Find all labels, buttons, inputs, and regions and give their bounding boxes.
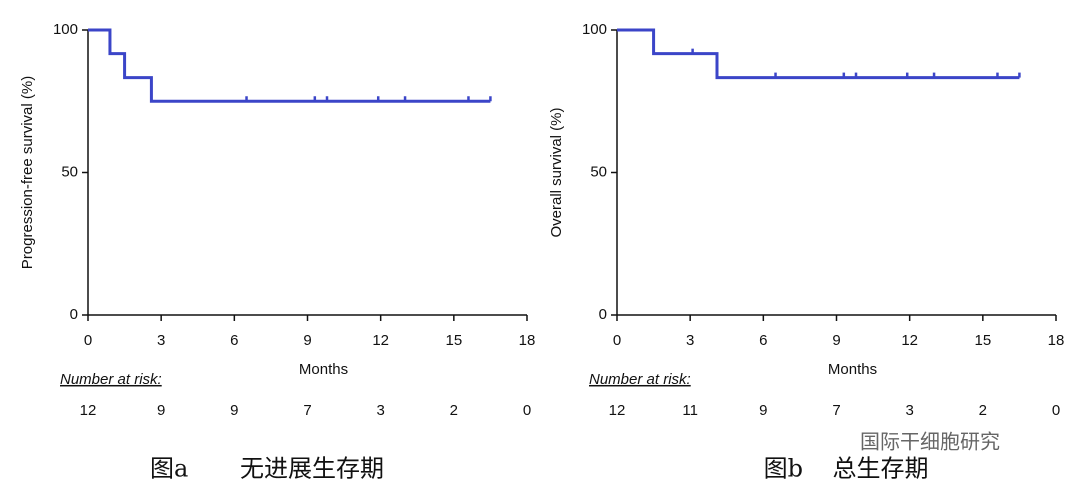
y-tick-label: 100 bbox=[53, 21, 78, 38]
chart: 0 50 100 0 3 6 9 12 15 18 Months Progression-free s… bbox=[19, 21, 535, 483]
risk-label: Number at risk: bbox=[589, 371, 691, 388]
survival-curve bbox=[88, 28, 491, 103]
risk-count: 2 bbox=[979, 402, 987, 419]
caption-title: 总生存期 bbox=[832, 455, 928, 483]
x-tick-label: 6 bbox=[759, 332, 767, 349]
x-tick-label: 9 bbox=[832, 332, 840, 349]
y-tick-label: 0 bbox=[70, 306, 78, 323]
caption: 图b bbox=[764, 455, 803, 483]
x-tick-label: 15 bbox=[445, 332, 462, 349]
x-tick-label: 9 bbox=[303, 332, 311, 349]
x-axis-label: Months bbox=[299, 361, 348, 378]
y-tick-label: 0 bbox=[599, 306, 607, 323]
chart: 0 50 100 0 3 6 9 12 15 18 Months Overall survival (… bbox=[548, 21, 1064, 483]
risk-count: 7 bbox=[303, 402, 311, 419]
risk-count: 12 bbox=[80, 402, 97, 419]
risk-count: 12 bbox=[609, 402, 626, 419]
x-tick-label: 12 bbox=[372, 332, 389, 349]
risk-count: 3 bbox=[905, 402, 913, 419]
x-tick-label: 18 bbox=[519, 332, 536, 349]
risk-count: 9 bbox=[230, 402, 238, 419]
y-axis-label: Overall survival (%) bbox=[548, 107, 565, 237]
x-tick-label: 0 bbox=[84, 332, 92, 349]
y-tick-label: 50 bbox=[590, 163, 607, 180]
x-tick-label: 3 bbox=[686, 332, 694, 349]
y-tick-label: 100 bbox=[582, 21, 607, 38]
watermark: 国际干细胞研究 bbox=[860, 430, 1000, 454]
x-tick-label: 18 bbox=[1048, 332, 1065, 349]
risk-label: Number at risk: bbox=[60, 371, 162, 388]
x-axis-label: Months bbox=[828, 361, 877, 378]
risk-count: 0 bbox=[523, 402, 531, 419]
x-tick-label: 15 bbox=[974, 332, 991, 349]
risk-count: 3 bbox=[376, 402, 384, 419]
x-tick-label: 0 bbox=[613, 332, 621, 349]
caption-title: 无进展生存期 bbox=[240, 455, 384, 483]
y-tick-label: 50 bbox=[61, 163, 78, 180]
y-axis-label: Progression-free survival (%) bbox=[19, 76, 36, 269]
risk-count: 9 bbox=[759, 402, 767, 419]
caption: 图a bbox=[150, 455, 188, 483]
x-tick-label: 3 bbox=[157, 332, 165, 349]
risk-count: 2 bbox=[450, 402, 458, 419]
survival-curve bbox=[617, 28, 1020, 80]
risk-count: 7 bbox=[832, 402, 840, 419]
risk-count: 9 bbox=[157, 402, 165, 419]
x-tick-label: 6 bbox=[230, 332, 238, 349]
x-tick-label: 12 bbox=[901, 332, 918, 349]
risk-count: 0 bbox=[1052, 402, 1060, 419]
risk-count: 11 bbox=[682, 402, 698, 419]
